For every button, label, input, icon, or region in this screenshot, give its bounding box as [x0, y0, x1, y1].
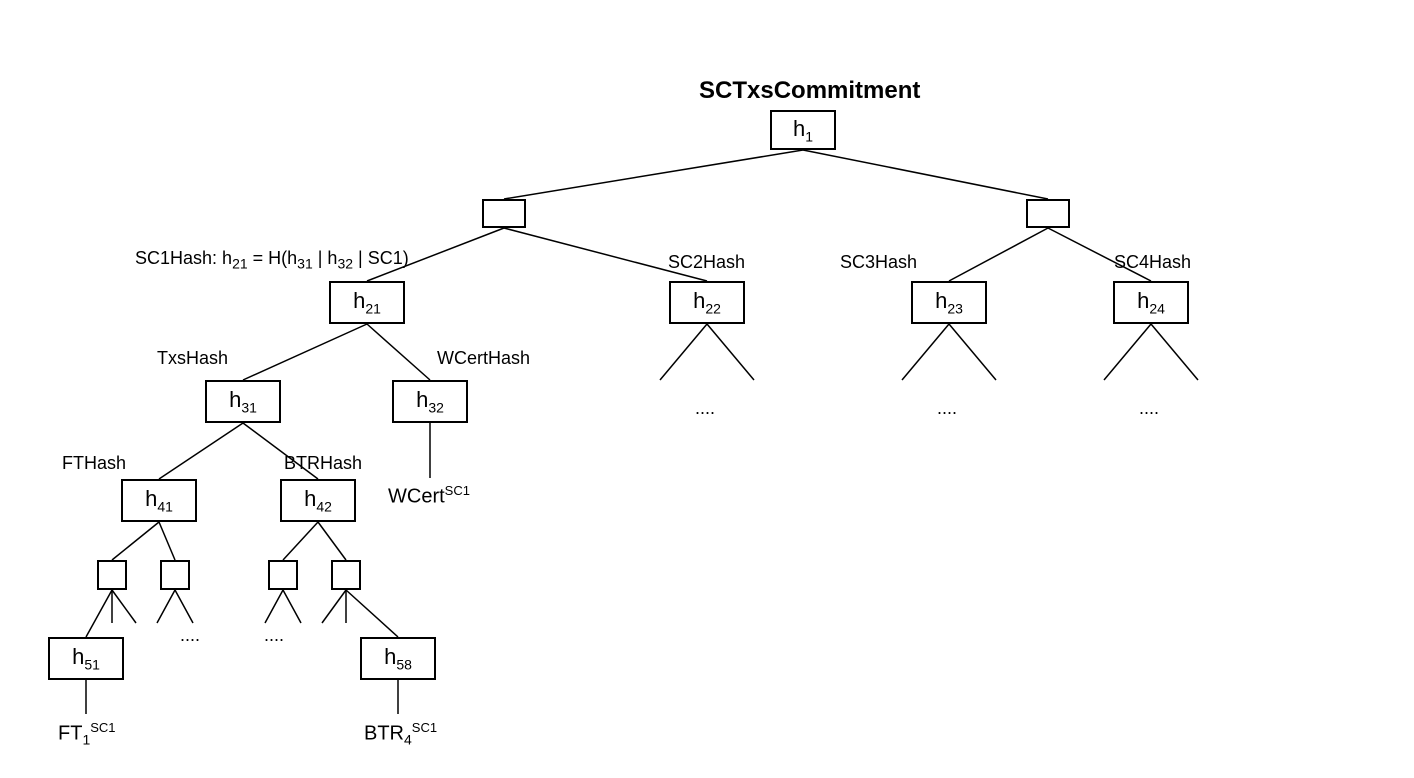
- node-h22-label: h22: [693, 288, 721, 316]
- label-btr4-sc1: BTR4SC1: [364, 720, 437, 748]
- node-h1-label: h1: [793, 116, 813, 144]
- node-s3: [268, 560, 298, 590]
- node-h23-label: h23: [935, 288, 963, 316]
- dots-h24: ....: [1139, 398, 1159, 419]
- node-h22: h22: [669, 281, 745, 324]
- node-h23: h23: [911, 281, 987, 324]
- label-sc4hash: SC4Hash: [1114, 252, 1191, 273]
- node-h32: h32: [392, 380, 468, 423]
- label-fthash: FTHash: [62, 453, 126, 474]
- label-sc2hash: SC2Hash: [668, 252, 745, 273]
- node-h21: h21: [329, 281, 405, 324]
- dots-s3: ....: [264, 625, 284, 646]
- node-int-left: [482, 199, 526, 228]
- label-btrhash: BTRHash: [284, 453, 362, 474]
- node-h58-label: h58: [384, 644, 412, 672]
- node-h1: h1: [770, 110, 836, 150]
- label-wcert-sc1: WCertSC1: [388, 483, 470, 509]
- node-s1: [97, 560, 127, 590]
- node-s4: [331, 560, 361, 590]
- node-s2: [160, 560, 190, 590]
- node-h42: h42: [280, 479, 356, 522]
- node-h58: h58: [360, 637, 436, 680]
- dots-h22: ....: [695, 398, 715, 419]
- node-h31: h31: [205, 380, 281, 423]
- node-h51-label: h51: [72, 644, 100, 672]
- node-h24: h24: [1113, 281, 1189, 324]
- dots-h23: ....: [937, 398, 957, 419]
- node-h32-label: h32: [416, 387, 444, 415]
- node-h51: h51: [48, 637, 124, 680]
- label-wcerthash: WCertHash: [437, 348, 530, 369]
- dots-s2: ....: [180, 625, 200, 646]
- node-h21-label: h21: [353, 288, 381, 316]
- label-ft1-sc1: FT1SC1: [58, 720, 116, 748]
- label-sc1hash: SC1Hash: h21 = H(h31 | h32 | SC1): [135, 248, 409, 272]
- label-txshash: TxsHash: [157, 348, 228, 369]
- label-sc3hash: SC3Hash: [840, 252, 917, 273]
- diagram-title: SCTxsCommitment: [699, 77, 920, 105]
- node-int-right: [1026, 199, 1070, 228]
- node-h24-label: h24: [1137, 288, 1165, 316]
- node-h31-label: h31: [229, 387, 257, 415]
- node-h41: h41: [121, 479, 197, 522]
- node-h41-label: h41: [145, 486, 173, 514]
- node-h42-label: h42: [304, 486, 332, 514]
